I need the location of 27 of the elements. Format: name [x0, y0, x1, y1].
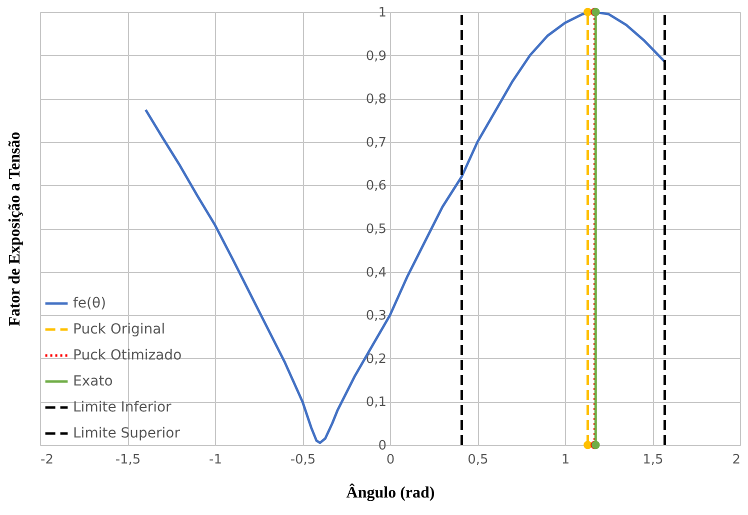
y-tick-label: 0,9: [366, 48, 386, 64]
x-axis-title: Ângulo (rad): [346, 484, 435, 502]
legend-label: Limite Inferior: [73, 400, 172, 416]
legend-label: Limite Superior: [73, 426, 180, 442]
x-tick-label: 1: [561, 452, 570, 468]
y-tick-label: 0: [378, 438, 386, 454]
x-tick-label: 2: [732, 452, 740, 468]
y-axis-title: Fator de Exposição a Tensão: [6, 132, 24, 326]
legend-label: Puck Otimizado: [73, 348, 182, 364]
x-tick-label: -0,5: [290, 452, 316, 468]
x-tick-label: 1,5: [642, 452, 664, 468]
legend-label: fe(θ): [73, 296, 106, 312]
x-tick-label: -2: [40, 452, 54, 468]
y-tick-label: 0,4: [366, 265, 386, 280]
x-tick-label: -1: [209, 452, 222, 468]
y-tick-label: 0,5: [366, 222, 386, 237]
y-tick-label: 0,1: [366, 395, 386, 410]
legend-label: Exato: [73, 374, 113, 390]
y-tick-label: 0,2: [366, 352, 386, 367]
y-tick-label: 1: [378, 6, 386, 20]
y-tick-label: 0,6: [366, 178, 386, 194]
legend-label: Puck Original: [73, 322, 166, 338]
y-tick-label: 0,3: [366, 308, 386, 324]
x-tick-label: -1,5: [115, 452, 141, 468]
y-tick-label: 0,8: [366, 92, 386, 108]
y-tick-label: 0,7: [366, 135, 386, 150]
x-tick-label: 0,5: [468, 452, 488, 468]
